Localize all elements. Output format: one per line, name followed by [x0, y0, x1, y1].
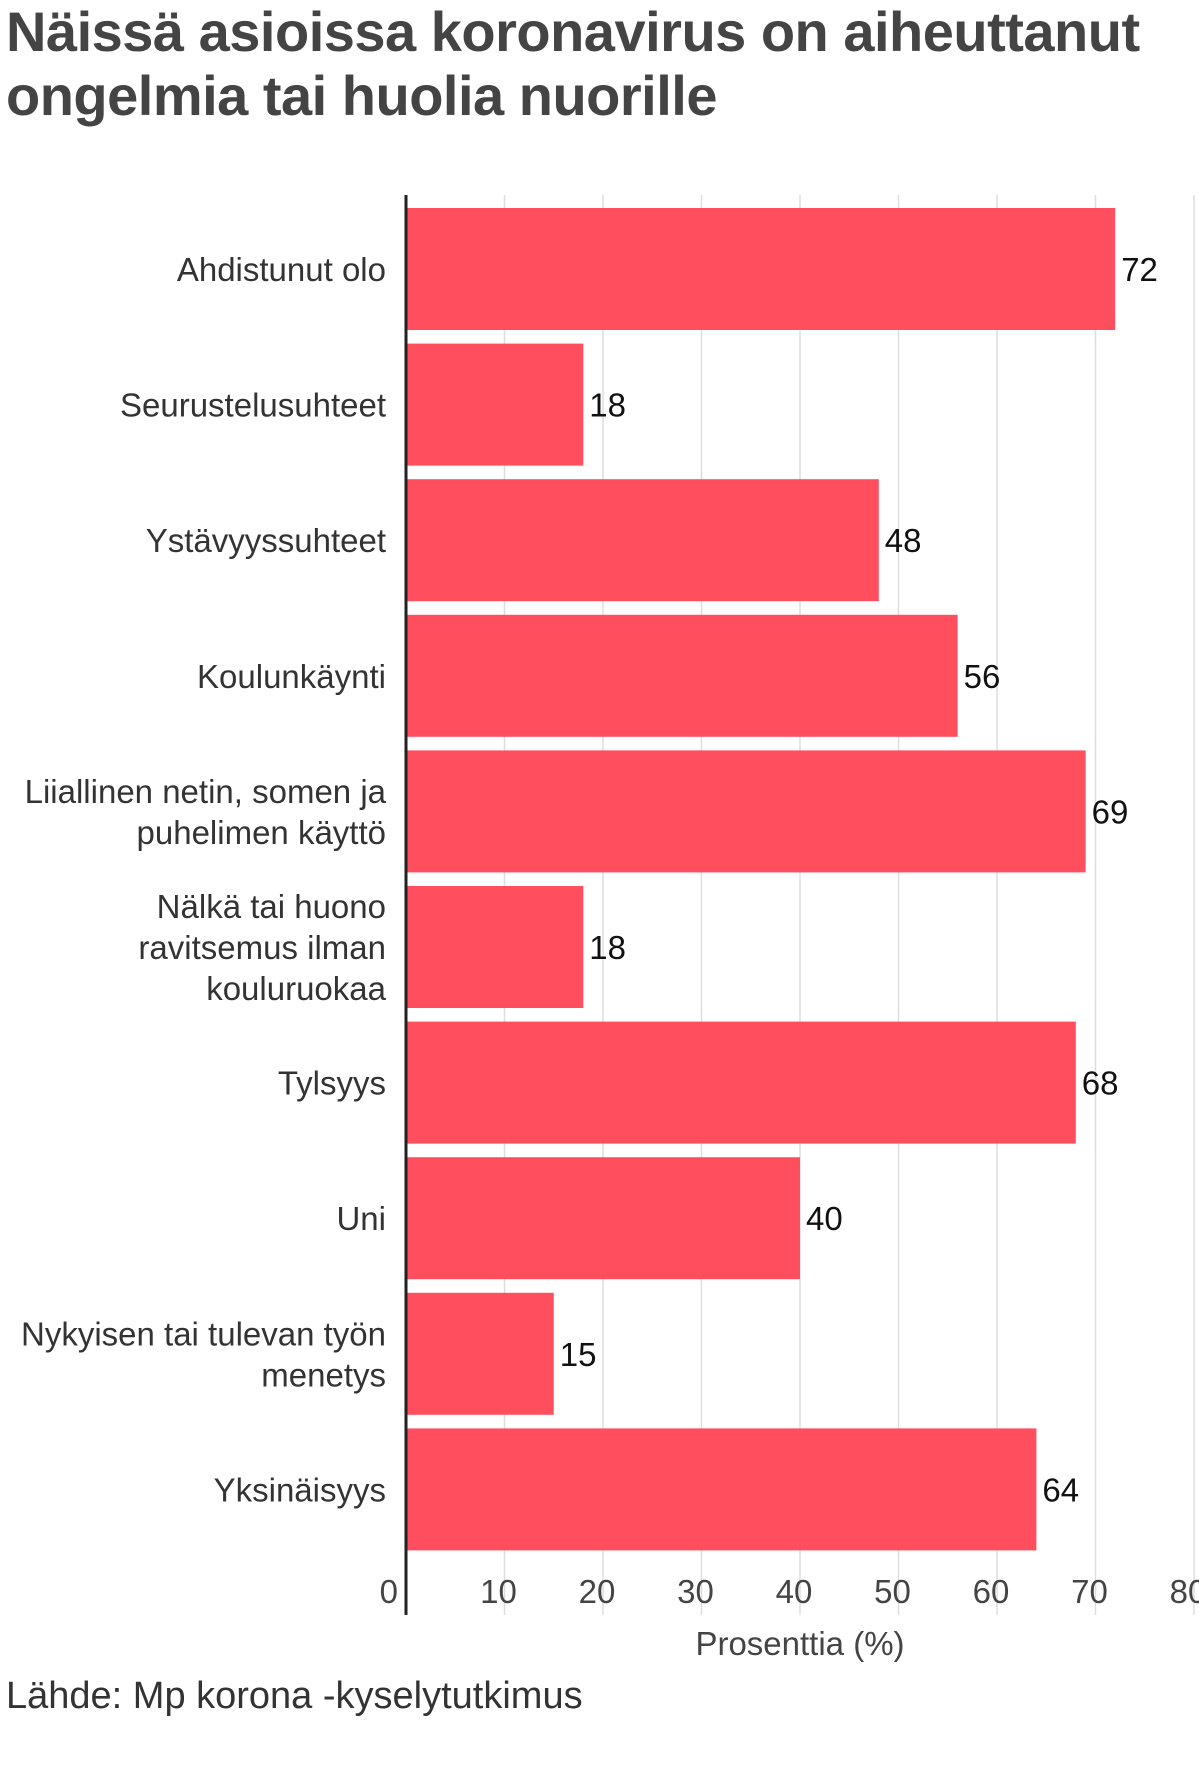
x-tick-60: 60 — [973, 1573, 1010, 1610]
x-tick-labels: 0 10 20 30 40 50 60 70 80 — [380, 1573, 1199, 1610]
x-tick-10: 10 — [480, 1573, 517, 1610]
value-label-9: 64 — [1042, 1471, 1079, 1508]
bar-3 — [406, 614, 958, 737]
category-label-8-line-1: menetys — [261, 1356, 386, 1393]
category-label-9-line-0: Yksinäisyys — [214, 1471, 386, 1508]
bar-7 — [406, 1157, 800, 1280]
gridlines — [503, 195, 1195, 1615]
category-label-3: Koulunkäynti — [197, 658, 386, 695]
category-label-8: Nykyisen tai tulevan työn menetys — [21, 1315, 386, 1393]
value-label-6: 68 — [1082, 1065, 1119, 1102]
category-label-5-line-1: ravitsemus ilman — [138, 929, 386, 966]
value-label-3: 56 — [964, 658, 1001, 695]
x-tick-30: 30 — [677, 1573, 714, 1610]
value-label-1: 18 — [589, 387, 626, 424]
category-label-9: Yksinäisyys — [214, 1471, 386, 1508]
bars — [406, 208, 1116, 1551]
bar-6 — [406, 1021, 1076, 1144]
chart-title-line-2: ongelmia tai huolia nuorille — [6, 64, 717, 127]
category-label-6: Tylsyys — [278, 1065, 386, 1102]
chart-title: Näissä asioissa koronavirus on aiheuttan… — [6, 0, 1186, 128]
category-label-8-line-0: Nykyisen tai tulevan työn — [21, 1315, 386, 1352]
bar-4 — [406, 750, 1086, 873]
x-tick-0: 0 — [380, 1573, 398, 1610]
bar-0 — [406, 208, 1116, 330]
category-label-4-line-1: puhelimen käyttö — [137, 814, 386, 851]
value-label-2: 48 — [885, 522, 922, 559]
category-label-4-line-0: Liiallinen netin, somen ja — [25, 773, 387, 810]
x-tick-50: 50 — [874, 1573, 911, 1610]
x-tick-20: 20 — [579, 1573, 616, 1610]
bar-5 — [406, 886, 584, 1008]
category-label-5-line-2: kouluruokaa — [206, 970, 386, 1007]
category-label-6-line-0: Tylsyys — [278, 1065, 386, 1102]
category-label-2-line-0: Ystävyyssuhteet — [146, 522, 386, 559]
bar-8 — [406, 1292, 554, 1415]
category-label-7-line-0: Uni — [336, 1200, 386, 1237]
category-label-1-line-0: Seurustelusuhteet — [120, 387, 386, 424]
category-label-2: Ystävyyssuhteet — [146, 522, 386, 559]
category-label-3-line-0: Koulunkäynti — [197, 658, 386, 695]
category-label-5-line-0: Nälkä tai huono — [157, 888, 386, 925]
value-label-7: 40 — [806, 1200, 843, 1237]
value-label-5: 18 — [589, 929, 626, 966]
value-labels: 72 18 48 56 69 18 68 40 15 64 — [560, 251, 1158, 1508]
category-label-4: Liiallinen netin, somen ja puhelimen käyt… — [25, 773, 387, 851]
value-label-0: 72 — [1121, 251, 1158, 288]
x-axis-label: Prosenttia (%) — [695, 1625, 904, 1662]
category-label-1: Seurustelusuhteet — [120, 387, 386, 424]
value-label-4: 69 — [1092, 793, 1129, 830]
category-labels: Ahdistunut olo Seurustelusuhteet Ystävyyss… — [21, 251, 387, 1508]
x-tick-70: 70 — [1071, 1573, 1108, 1610]
category-label-5: Nälkä tai huono ravitsemus ilman kouluruok… — [138, 888, 386, 1007]
category-label-7: Uni — [336, 1200, 386, 1237]
category-label-0-line-0: Ahdistunut olo — [177, 251, 386, 288]
bar-1 — [406, 343, 584, 466]
source-note: Lähde: Mp korona -kyselytutkimus — [6, 1675, 583, 1717]
x-tick-40: 40 — [776, 1573, 813, 1610]
bar-9 — [406, 1428, 1037, 1551]
bar-2 — [406, 479, 879, 602]
value-label-8: 15 — [560, 1336, 597, 1373]
chart-title-line-1: Näissä asioissa koronavirus on aiheuttan… — [6, 0, 1140, 63]
x-tick-80: 80 — [1170, 1573, 1199, 1610]
category-label-0: Ahdistunut olo — [177, 251, 386, 288]
